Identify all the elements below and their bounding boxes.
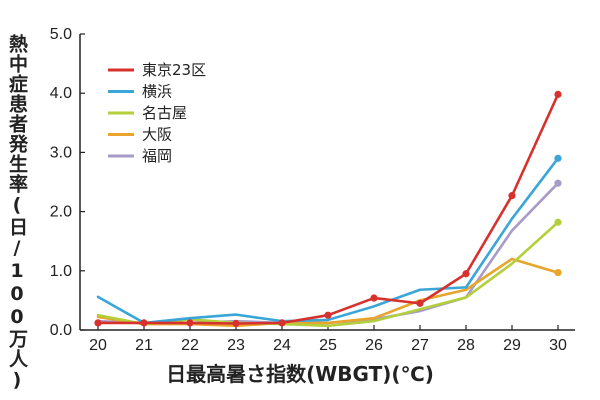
- legend-label: 福岡: [142, 147, 172, 165]
- data-point: [232, 319, 240, 328]
- data-point: [186, 319, 194, 327]
- x-tick-label: 27: [411, 337, 429, 354]
- data-point: [324, 311, 332, 319]
- legend-label: 東京23区: [142, 61, 206, 79]
- series-end-point: [554, 179, 562, 187]
- data-point: [94, 319, 102, 327]
- y-tick-label: 2.0: [50, 204, 72, 221]
- x-tick-label: 22: [181, 337, 199, 354]
- x-tick-label: 28: [457, 337, 475, 354]
- x-tick-label: 25: [319, 337, 337, 354]
- y-tick-label: 5.0: [50, 26, 72, 43]
- data-point: [554, 90, 562, 98]
- data-point: [508, 192, 516, 200]
- y-tick-label: 0.0: [50, 322, 72, 339]
- x-tick-label: 23: [227, 337, 245, 354]
- y-tick-label: 3.0: [50, 144, 72, 161]
- data-point: [278, 319, 286, 327]
- data-point: [140, 319, 148, 327]
- x-tick-label: 30: [549, 337, 567, 354]
- x-tick-label: 24: [273, 337, 291, 354]
- legend-label: 横浜: [142, 83, 172, 101]
- legend-label: 大阪: [142, 126, 172, 144]
- x-tick-label: 29: [503, 337, 521, 354]
- x-axis-label: 日最高暑さ指数(WBGT)(℃): [166, 362, 434, 386]
- data-point: [416, 299, 424, 307]
- data-point: [462, 270, 470, 278]
- y-axis-label: 熱中症患者発生率(日/100万人): [6, 34, 28, 392]
- y-tick-label: 4.0: [50, 85, 72, 102]
- y-tick-label: 1.0: [50, 263, 72, 280]
- data-point: [370, 294, 378, 302]
- series-end-point: [554, 154, 562, 162]
- x-tick-label: 26: [365, 337, 383, 354]
- series-end-point: [554, 268, 562, 277]
- legend-label: 名古屋: [142, 104, 187, 122]
- series-end-point: [554, 218, 562, 226]
- x-tick-label: 20: [89, 337, 107, 354]
- series-line: [96, 157, 560, 325]
- x-tick-label: 21: [135, 337, 153, 354]
